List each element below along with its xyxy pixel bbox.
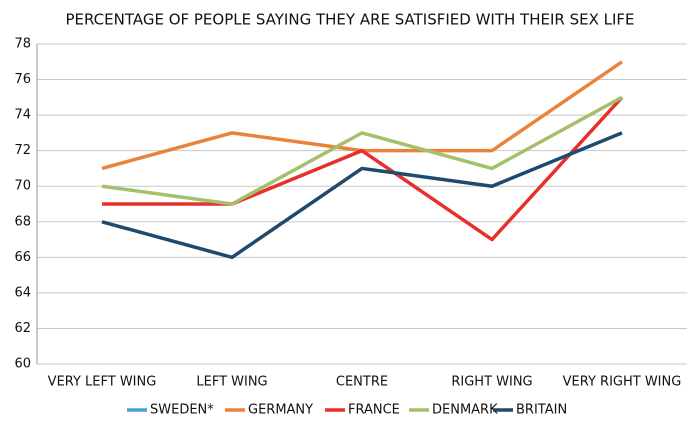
legend-label: DENMARK <box>432 403 498 418</box>
y-tick-label: 74 <box>14 108 31 123</box>
chart-title: PERCENTAGE OF PEOPLE SAYING THEY ARE SAT… <box>65 11 634 29</box>
series-line <box>101 131 623 260</box>
y-tick-label: 70 <box>14 179 31 194</box>
x-tick-label: CENTRE <box>336 375 388 390</box>
y-tick-label: 66 <box>14 250 31 265</box>
y-tick-label: 60 <box>14 357 31 372</box>
y-tick-label: 78 <box>14 37 31 52</box>
legend-label: FRANCE <box>348 403 400 418</box>
y-tick-label: 64 <box>14 285 31 300</box>
series-line <box>101 95 623 206</box>
legend-label: GERMANY <box>248 403 313 418</box>
y-tick-label: 76 <box>14 72 31 87</box>
legend-label: BRITAIN <box>516 403 567 418</box>
y-tick-label: 72 <box>14 143 31 158</box>
x-tick-label: LEFT WING <box>196 375 267 390</box>
x-tick-label: RIGHT WING <box>451 375 532 390</box>
legend-label: SWEDEN* <box>150 403 214 418</box>
y-tick-label: 62 <box>14 321 31 336</box>
y-tick-label: 68 <box>14 214 31 229</box>
x-tick-label: VERY RIGHT WING <box>563 375 682 390</box>
series-line <box>102 96 624 242</box>
x-tick-label: VERY LEFT WING <box>48 375 157 390</box>
